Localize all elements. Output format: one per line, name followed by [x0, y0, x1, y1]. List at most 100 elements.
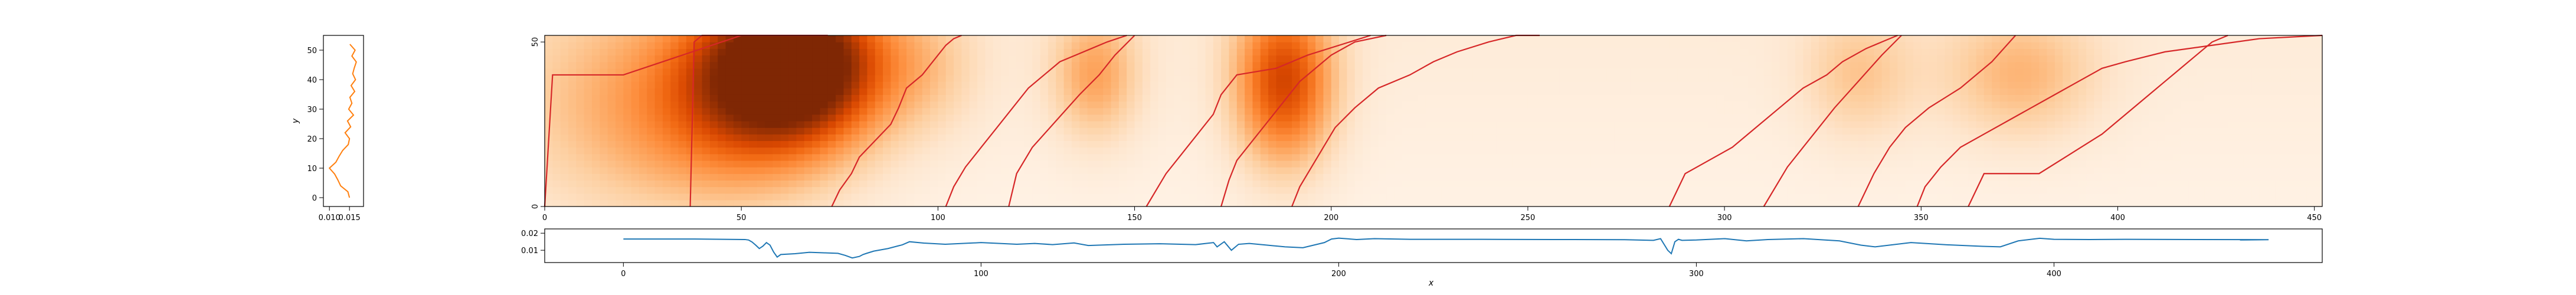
heatmap-cell [1032, 127, 1041, 135]
heatmap-cell [1339, 101, 1347, 109]
heatmap-cell [639, 35, 647, 42]
heatmap-cell [1708, 134, 1717, 142]
heatmap-cell [1960, 140, 1969, 148]
heatmap-cell [867, 94, 876, 102]
heatmap-cell [1363, 160, 1371, 168]
heatmap-cell [631, 167, 640, 174]
heatmap-cell [1772, 35, 1780, 42]
heatmap-cell [1221, 74, 1230, 82]
heatmap-cell [1465, 173, 1474, 181]
heatmap-cell [1205, 61, 1214, 69]
heatmap-cell [1748, 160, 1757, 168]
heatmap-cell [718, 48, 726, 56]
heatmap-cell [1158, 101, 1167, 109]
heatmap-cell [615, 42, 624, 49]
heatmap-cell [1716, 121, 1725, 128]
heatmap-cell [1512, 160, 1521, 168]
heatmap-cell [1158, 147, 1167, 155]
heatmap-cell [662, 180, 671, 188]
heatmap-cell [1378, 173, 1387, 181]
heatmap-cell [576, 81, 585, 88]
heatmap-cell [1976, 199, 1985, 207]
heatmap-cell [1205, 114, 1214, 122]
heatmap-cell [812, 167, 821, 174]
heatmap-cell [875, 160, 883, 168]
heatmap-cell [1221, 134, 1230, 142]
heatmap-cell [1480, 48, 1489, 56]
heatmap-cell [1645, 167, 1654, 174]
heatmap-cell [1292, 101, 1301, 109]
heatmap-cell [1150, 35, 1159, 42]
heatmap-cell [1598, 140, 1607, 148]
heatmap-cell [1205, 186, 1214, 194]
heatmap-cell [1040, 94, 1049, 102]
heatmap-cell [1488, 94, 1497, 102]
heatmap-cell [615, 167, 624, 174]
heatmap-cell [1945, 127, 1953, 135]
heatmap-cell [1292, 114, 1301, 122]
heatmap-cell [812, 68, 821, 76]
heatmap-cell [1363, 88, 1371, 95]
heatmap-cell [1197, 94, 1206, 102]
heatmap-cell [1111, 42, 1120, 49]
heatmap-cell [883, 140, 892, 148]
heatmap-cell [1504, 94, 1513, 102]
heatmap-cell [1071, 127, 1080, 135]
heatmap-cell [820, 101, 829, 109]
heatmap-cell [1645, 173, 1654, 181]
heatmap-cell [1181, 81, 1190, 88]
heatmap-cell [1921, 42, 1930, 49]
heatmap-cell [1087, 61, 1096, 69]
heatmap-cell [1614, 121, 1623, 128]
heatmap-cell [1465, 153, 1474, 161]
heatmap-cell [945, 74, 954, 82]
heatmap-cell [647, 127, 656, 135]
heatmap-cell [1536, 42, 1544, 49]
heatmap-cell [1103, 134, 1112, 142]
heatmap-cell [1456, 140, 1465, 148]
heatmap-cell [1063, 42, 1072, 49]
heatmap-cell [1740, 68, 1749, 76]
heatmap-cell [1040, 121, 1049, 128]
heatmap-cell [1118, 167, 1127, 174]
heatmap-cell [938, 186, 947, 194]
heatmap-cell [1071, 68, 1080, 76]
heatmap-cell [545, 193, 553, 201]
heatmap-cell [1512, 199, 1521, 207]
heatmap-cell [1866, 180, 1874, 188]
heatmap-cell [945, 121, 954, 128]
heatmap-cell [1819, 127, 1827, 135]
heatmap-cell [1638, 94, 1647, 102]
heatmap-cell [859, 180, 868, 188]
heatmap-cell [827, 68, 836, 76]
heatmap-cell [1111, 94, 1120, 102]
heatmap-cell [1370, 74, 1379, 82]
heatmap-cell [1881, 186, 1890, 194]
heatmap-cell [1276, 193, 1285, 201]
heatmap-cell [1819, 186, 1827, 194]
heatmap-cell [725, 55, 734, 63]
heatmap-cell [1897, 81, 1906, 88]
heatmap-cell [1968, 153, 1977, 161]
heatmap-cell [1071, 121, 1080, 128]
heatmap-cell [961, 68, 970, 76]
heatmap-cell [1150, 61, 1159, 69]
heatmap-cell [702, 88, 711, 95]
heatmap-cell [1897, 101, 1906, 109]
heatmap-cell [749, 35, 758, 42]
heatmap-cell [718, 199, 726, 207]
heatmap-cell [1897, 42, 1906, 49]
heatmap-cell [1536, 153, 1544, 161]
heatmap-cell [757, 199, 765, 207]
heatmap-cell [1677, 107, 1686, 115]
heatmap-cell [1071, 81, 1080, 88]
heatmap-cell [938, 167, 947, 174]
heatmap-cell [796, 173, 805, 181]
heatmap-cell [1016, 48, 1025, 56]
heatmap-cell [1433, 147, 1442, 155]
heatmap-cell [796, 193, 805, 201]
heatmap-cell [1630, 134, 1639, 142]
heatmap-cell [1992, 147, 2001, 155]
heatmap-cell [623, 55, 632, 63]
heatmap-cell [1402, 61, 1410, 69]
